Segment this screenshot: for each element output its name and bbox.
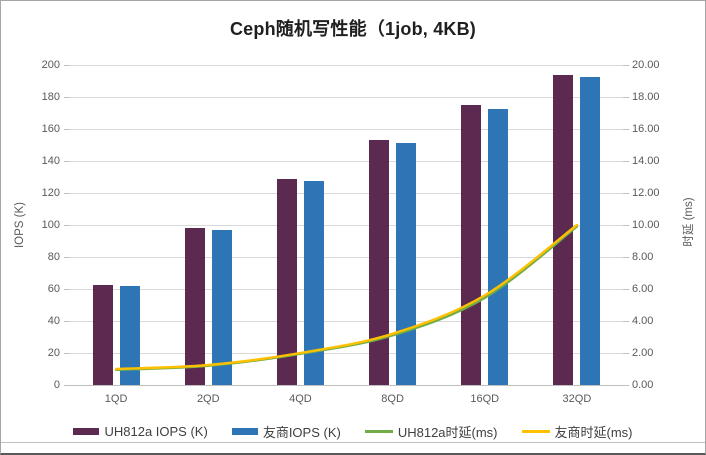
- left-axis-tick-label: 20: [47, 346, 60, 359]
- right-tick: [623, 352, 629, 354]
- bar-youshang-1QD: [119, 286, 140, 385]
- x-axis-category-label: 32QD: [562, 393, 592, 405]
- left-tick: [64, 384, 70, 386]
- left-tick: [64, 96, 70, 98]
- line-uh812a-latency: [114, 225, 579, 371]
- gridline: [70, 352, 623, 354]
- right-tick: [623, 384, 629, 386]
- bar-youshang-32QD: [580, 76, 601, 385]
- left-axis-tick-label: 80: [47, 250, 60, 263]
- right-tick: [623, 160, 629, 162]
- gridline: [70, 64, 623, 66]
- legend-label: 友商IOPS (K): [262, 425, 341, 440]
- right-axis-title: 时延 (ms): [683, 197, 695, 247]
- gridline: [70, 160, 623, 162]
- left-axis-tick-label: 100: [41, 218, 60, 231]
- legend-label: 友商时延(ms): [554, 425, 633, 440]
- bar-uh812a-8QD: [369, 140, 390, 385]
- gridline: [70, 320, 623, 322]
- left-axis-tick-label: 60: [47, 282, 60, 295]
- right-tick: [623, 256, 629, 258]
- left-axis-tick-label: 200: [41, 58, 60, 71]
- left-axis-tick-label: 160: [41, 122, 60, 135]
- latency-lines-layer: [114, 223, 579, 371]
- left-tick: [64, 320, 70, 322]
- left-axis-tick-label: 120: [41, 186, 60, 199]
- right-tick: [623, 128, 629, 130]
- bar-swatch-icon: [231, 428, 258, 435]
- legend-item-youshang-iops: 友商IOPS (K): [231, 422, 341, 441]
- left-axis-tick-label: 40: [47, 314, 60, 327]
- right-tick: [623, 96, 629, 98]
- legend-label: UH812a IOPS (K): [104, 424, 208, 439]
- right-axis-tick-label: 4.00: [632, 314, 654, 327]
- bar-uh812a-4QD: [276, 179, 297, 385]
- left-axis-tick-label: 180: [41, 90, 60, 103]
- left-tick: [64, 64, 70, 66]
- left-tick: [64, 128, 70, 130]
- gridline: [70, 192, 623, 194]
- x-axis-category-label: 2QD: [196, 393, 220, 405]
- left-tick: [64, 352, 70, 354]
- gridline: [70, 96, 623, 98]
- right-tick: [623, 224, 629, 226]
- x-axis-category-label: 4QD: [289, 393, 312, 405]
- left-tick: [64, 288, 70, 290]
- line-youshang-latency: [114, 223, 579, 371]
- legend-item-uh812a-iops: UH812a IOPS (K): [73, 424, 208, 439]
- line-swatch-icon: [521, 430, 550, 433]
- right-axis-tick-label: 10.00: [632, 218, 660, 231]
- gridline: [70, 256, 623, 258]
- bar-uh812a-2QD: [184, 228, 205, 385]
- legend-item-youshang-latency: 友商时延(ms): [521, 422, 633, 441]
- right-tick: [623, 192, 629, 194]
- chart-title: Ceph随机写性能（1job, 4KB): [229, 19, 476, 39]
- x-axis-line: [70, 384, 623, 386]
- gridline: [70, 128, 623, 130]
- legend: UH812a IOPS (K) 友商IOPS (K) UH812a时延(ms) …: [1, 422, 705, 441]
- right-axis-tick-label: 6.00: [632, 282, 654, 295]
- bar-uh812a-1QD: [92, 285, 113, 385]
- bar-youshang-8QD: [396, 142, 417, 385]
- gridline: [70, 288, 623, 290]
- right-tick: [623, 64, 629, 66]
- legend-label: UH812a时延(ms): [397, 425, 498, 440]
- bar-youshang-16QD: [488, 109, 509, 385]
- right-axis-tick-label: 0.00: [632, 378, 654, 391]
- right-axis-tick-label: 12.00: [632, 186, 660, 199]
- bar-swatch-icon: [73, 428, 100, 435]
- gridline: [70, 224, 623, 226]
- bar-youshang-2QD: [211, 229, 232, 385]
- right-axis-tick-label: 8.00: [632, 250, 654, 263]
- legend-item-uh812a-latency: UH812a时延(ms): [364, 422, 498, 441]
- bar-youshang-4QD: [303, 180, 324, 385]
- line-swatch-icon: [364, 430, 393, 433]
- x-axis-category-label: 8QD: [381, 393, 404, 405]
- left-tick: [64, 256, 70, 258]
- left-tick: [64, 224, 70, 226]
- left-axis-tick-label: 140: [41, 154, 60, 167]
- right-axis-tick-label: 20.00: [632, 58, 660, 71]
- right-axis-tick-label: 16.00: [632, 122, 660, 135]
- right-tick: [623, 320, 629, 322]
- right-tick: [623, 288, 629, 290]
- right-axis-tick-label: 2.00: [632, 346, 654, 359]
- x-axis-category-label: 16QD: [470, 393, 500, 405]
- left-tick: [64, 160, 70, 162]
- left-tick: [64, 192, 70, 194]
- right-axis-tick-label: 14.00: [632, 154, 660, 167]
- chart-border-bottom: [1, 442, 705, 443]
- bar-uh812a-32QD: [553, 74, 574, 385]
- x-axis-category-label: 1QD: [104, 393, 128, 405]
- right-axis-tick-label: 18.00: [632, 90, 660, 103]
- bar-uh812a-16QD: [461, 105, 482, 385]
- left-axis-tick-label: 0: [53, 378, 60, 391]
